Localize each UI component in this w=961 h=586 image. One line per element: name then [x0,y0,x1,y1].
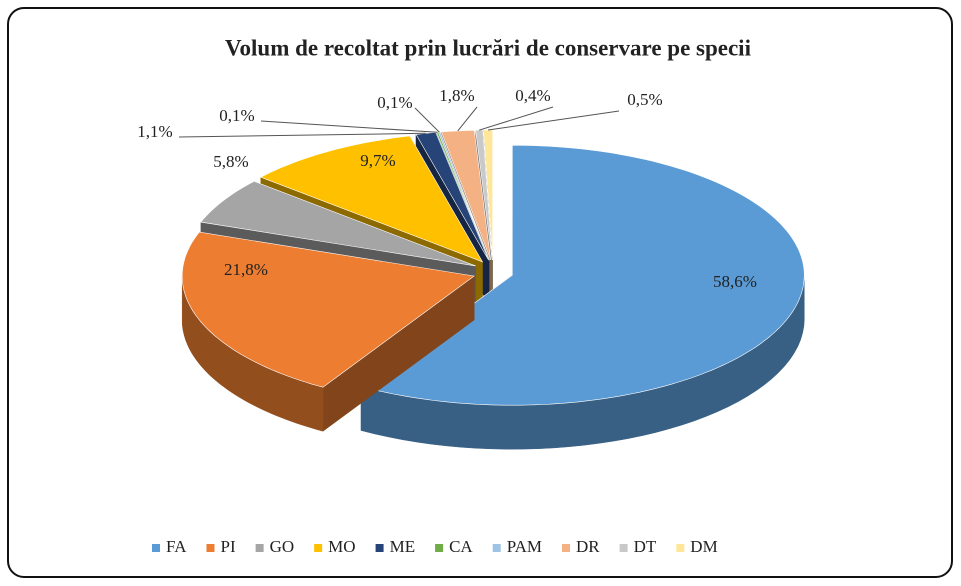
leader-line [488,110,620,131]
labels: 58,6% 21,8% 5,8% 9,7% 1,1% 0,1% 0,1% 1,8% 0,4% 0,… [137,86,757,291]
data-label: 1,8% [439,86,474,105]
legend-swatch [314,544,323,552]
slice [200,180,476,267]
legend-label: ME [390,537,416,556]
leader-line [178,132,426,138]
legend-swatch [255,544,264,552]
legend-swatch [206,544,215,552]
leader-line [457,106,478,132]
data-label: 5,8% [213,152,248,171]
legend-swatch [676,544,685,552]
data-label: 21,8% [224,260,268,279]
slice [440,129,492,261]
leader-line [260,120,438,133]
legend-label: DT [634,537,657,556]
legend-label: DR [576,537,600,556]
data-label: 0,1% [219,106,254,125]
chart-title: Volum de recoltat prin lucrări de conser… [225,35,752,60]
slice [260,135,484,263]
legend-label: DM [690,537,717,556]
data-label: 9,7% [360,151,395,170]
legend: FA PI GO MO ME CA PAM DR DT DM [152,537,718,556]
data-label: 0,1% [377,93,412,112]
pie [181,129,805,450]
leader-line [414,107,440,133]
leader-line [479,106,554,131]
data-label: 0,5% [627,90,662,109]
legend-label: PI [220,537,235,556]
legend-label: PAM [507,537,542,556]
legend-swatch [435,544,444,552]
slice [181,231,475,388]
data-label: 0,4% [515,86,550,105]
legend-label: CA [449,537,473,556]
legend-label: GO [270,537,295,556]
data-label: 1,1% [137,122,172,141]
legend-swatch [152,544,160,552]
legend-label: FA [166,537,187,556]
legend-label: MO [328,537,355,556]
slice [360,144,805,406]
data-label: 58,6% [713,272,757,291]
legend-swatch [562,544,570,552]
legend-swatch [492,544,501,552]
legend-swatch [619,544,628,552]
legend-swatch [375,544,384,552]
